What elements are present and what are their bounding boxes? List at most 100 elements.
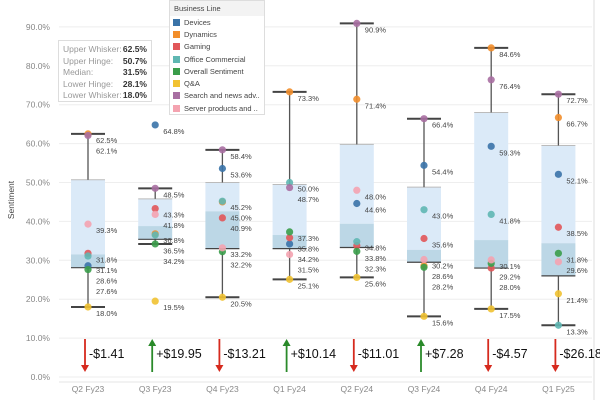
tooltip-row: Lower Hinge: 28.1% (63, 78, 147, 89)
data-point-office-commercial (218, 197, 226, 205)
data-label: 32.2% (230, 260, 252, 269)
data-point-search-and-news-adv- (286, 183, 294, 192)
data-label: 28.0% (499, 283, 521, 292)
data-point-office-commercial (151, 231, 159, 239)
down-arrowhead-icon (484, 365, 493, 372)
legend-item[interactable]: Gaming (170, 41, 264, 53)
data-label: 62.5% (96, 136, 118, 145)
legend-item[interactable]: Q&A (170, 77, 264, 89)
data-point-search-and-news-adv- (353, 19, 361, 27)
data-label: 35.8% (298, 244, 320, 253)
data-label: 36.5% (163, 246, 185, 255)
data-point-overall-sentiment (353, 247, 361, 255)
data-point-devices (151, 121, 159, 129)
data-point-dynamics (353, 95, 361, 103)
data-label: 31.8% (96, 255, 118, 264)
revenue-change-label: -$11.01 (358, 347, 400, 361)
legend-label: Overall Sentiment (184, 66, 244, 76)
data-point-server-products-and- (353, 186, 361, 194)
data-point-dynamics (487, 44, 495, 52)
legend-item[interactable]: Search and news adv.. (170, 90, 264, 102)
legend-label: Devices (184, 17, 211, 27)
y-tick-label: 90.0% (26, 22, 51, 32)
data-label: 41.8% (163, 221, 185, 230)
y-tick-label: 50.0% (26, 178, 51, 188)
data-label: 90.9% (365, 25, 387, 34)
data-point-gaming (151, 204, 159, 213)
data-point-q-a (218, 293, 226, 301)
data-point-q-a (286, 275, 294, 283)
data-label: 31.5% (298, 265, 320, 274)
up-arrowhead-icon (148, 339, 157, 346)
data-point-devices (218, 164, 226, 173)
box-upper (474, 112, 509, 241)
down-arrowhead-icon (551, 365, 560, 372)
legend-title: Business Line (170, 1, 264, 16)
down-arrowhead-icon (81, 365, 89, 372)
data-label: 34.8% (365, 244, 387, 253)
data-point-q-a (84, 303, 92, 311)
legend-label: Search and news adv.. (184, 91, 260, 101)
data-label: 73.3% (298, 94, 320, 103)
data-point-search-and-news-adv- (218, 146, 226, 154)
data-point-q-a (554, 290, 563, 298)
legend-item[interactable]: Devices (170, 16, 264, 28)
legend-swatch (173, 92, 180, 100)
legend-item[interactable]: Office Commercial (170, 53, 264, 65)
data-point-server-products-and- (218, 244, 226, 252)
legend-item[interactable]: Server products and .. (170, 102, 264, 114)
data-label: 32.3% (365, 265, 387, 274)
tooltip-row: Lower Whisker: 18.0% (63, 90, 147, 100)
box-upper (205, 182, 240, 212)
revenue-change-label: +$19.95 (156, 347, 202, 361)
up-arrowhead-icon (282, 339, 291, 346)
data-label: 48.0% (365, 192, 387, 201)
legend-swatch (173, 18, 180, 26)
data-point-search-and-news-adv- (151, 184, 159, 192)
legend-label: Dynamics (184, 29, 217, 39)
data-point-overall-sentiment (286, 228, 294, 236)
data-label: 29.6% (566, 266, 588, 275)
legend-swatch (173, 43, 180, 51)
data-point-server-products-and- (420, 255, 428, 264)
data-point-gaming (286, 234, 294, 242)
data-label: 28.2% (432, 283, 454, 292)
data-label: 84.6% (499, 50, 521, 59)
x-tick-label: Q1 Fy24 (273, 384, 306, 394)
data-label: 58.4% (230, 152, 252, 161)
data-label: 31.8% (566, 255, 588, 264)
data-point-server-products-and- (487, 256, 495, 264)
legend: Business Line Devices Dynamics Gaming Offic… (169, 0, 265, 116)
revenue-change-label: -$26.18 (559, 347, 600, 361)
data-label: 13.3% (566, 327, 588, 336)
x-tick-label: Q3 Fy24 (408, 384, 441, 394)
legend-swatch (173, 67, 180, 75)
data-label: 28.6% (432, 272, 454, 281)
revenue-change-label: +$10.14 (291, 347, 337, 361)
data-point-office-commercial (84, 252, 92, 260)
legend-swatch (173, 104, 180, 112)
data-label: 27.6% (96, 287, 118, 296)
data-point-q-a (353, 273, 361, 282)
data-label: 37.3% (298, 234, 320, 243)
data-label: 50.0% (298, 185, 320, 194)
x-tick-label: Q2 Fy24 (340, 384, 373, 394)
x-tick-label: Q4 Fy23 (206, 384, 239, 394)
legend-label: Server products and .. (184, 103, 258, 113)
legend-item[interactable]: Overall Sentiment (170, 65, 264, 77)
legend-item[interactable]: Dynamics (170, 28, 264, 40)
y-axis-title: Sentiment (6, 180, 16, 219)
x-tick-label: Q2 Fy23 (72, 384, 105, 394)
revenue-change-label: -$13.21 (223, 347, 265, 361)
data-point-devices (487, 142, 495, 150)
data-label: 44.6% (365, 206, 387, 215)
box-upper (272, 184, 307, 236)
data-label: 25.1% (298, 281, 320, 290)
data-point-overall-sentiment (84, 266, 92, 274)
legend-label: Gaming (184, 42, 211, 52)
data-point-dynamics (286, 88, 294, 96)
data-point-office-commercial (487, 210, 495, 218)
y-tick-label: 70.0% (26, 100, 51, 110)
down-arrowhead-icon (215, 365, 224, 372)
